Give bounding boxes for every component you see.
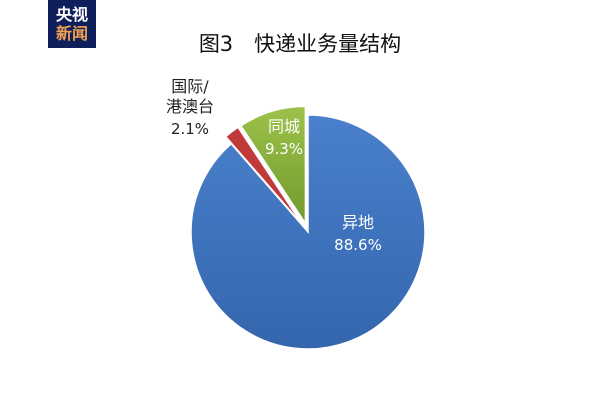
slice-label-2: 同城 xyxy=(268,117,300,136)
slice-value-0: 88.6% xyxy=(334,236,382,254)
slice-label-1: 国际/港澳台 xyxy=(165,77,214,116)
pie-slice-0 xyxy=(190,114,426,350)
chart-title: 图3 快递业务量结构 xyxy=(198,32,402,56)
logo-line2: 新闻 xyxy=(55,24,88,43)
pie-slice-2 xyxy=(239,105,307,226)
pie-slice-1 xyxy=(224,126,304,226)
cctv-news-logo: 央视 新闻 xyxy=(48,0,96,48)
logo-line1: 央视 xyxy=(55,5,88,24)
slice-value-2: 9.3% xyxy=(265,140,303,158)
slice-label-0: 异地 xyxy=(342,213,374,232)
slice-value-1: 2.1% xyxy=(171,120,209,138)
